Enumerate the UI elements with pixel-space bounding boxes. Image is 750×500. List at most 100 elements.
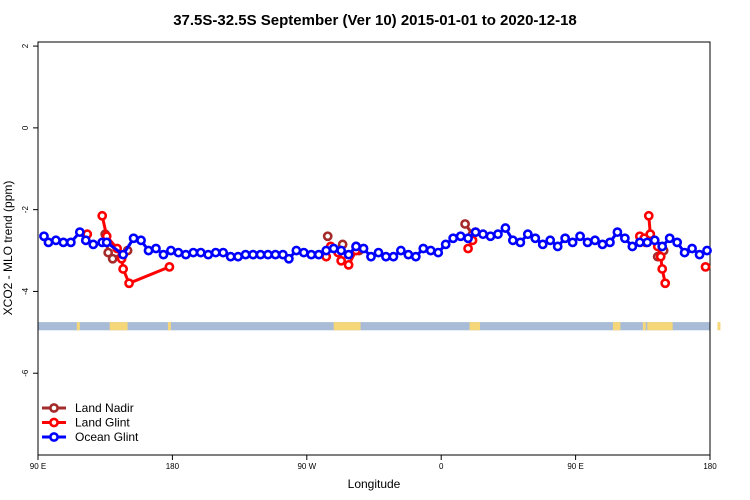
y-tick-label: -6 (21, 369, 30, 377)
data-point (373, 247, 384, 258)
data-point (418, 243, 429, 254)
data-point (124, 278, 134, 289)
legend-marker (49, 417, 59, 428)
data-point (463, 233, 473, 244)
data-point (545, 235, 556, 246)
data-point (88, 239, 99, 250)
data-point (298, 247, 309, 258)
data-point (642, 237, 653, 248)
data-point (403, 249, 414, 260)
x-tick-label: 180 (703, 462, 717, 471)
data-point (597, 239, 608, 250)
map-land (76, 322, 80, 331)
legend-label: Land Glint (75, 416, 130, 430)
data-point (672, 237, 683, 248)
data-point (694, 249, 705, 260)
data-point (343, 249, 354, 260)
data-point (657, 264, 668, 274)
data-point (493, 229, 503, 240)
y-tick-label: -2 (21, 206, 30, 214)
data-point (51, 235, 61, 246)
data-point (225, 251, 236, 262)
data-point (485, 231, 496, 242)
map-land (469, 322, 481, 331)
data-point (143, 245, 154, 256)
data-point (522, 229, 533, 240)
data-point (151, 243, 161, 254)
data-point (166, 245, 176, 256)
data-point (478, 229, 488, 240)
data-point (552, 241, 563, 252)
data-point (575, 231, 585, 242)
data-point (679, 247, 690, 258)
data-point (103, 247, 114, 258)
map-land (717, 322, 721, 331)
data-point (358, 243, 369, 254)
data-point (515, 237, 526, 248)
data-point (537, 239, 548, 250)
data-point (65, 237, 76, 248)
data-point (58, 237, 69, 248)
data-point (39, 231, 49, 242)
data-point (164, 262, 175, 272)
series-ocean-glint (39, 223, 712, 264)
data-point (80, 235, 91, 246)
y-axis: 2 0 -2 -4 -6 (21, 43, 38, 377)
data-point (210, 247, 221, 258)
data-point (203, 249, 214, 260)
data-point (619, 233, 630, 244)
data-point (634, 237, 645, 248)
legend-marker (49, 403, 59, 413)
legend-label: Land Nadir (75, 401, 134, 415)
data-point (567, 237, 578, 248)
data-point (97, 210, 108, 221)
y-tick-label: 2 (21, 43, 30, 48)
data-point (218, 247, 229, 258)
x-tick-label: 90 E (30, 462, 46, 471)
data-point (440, 239, 451, 250)
data-point (136, 235, 146, 246)
data-point (263, 249, 273, 260)
data-point (107, 253, 118, 264)
data-point (700, 262, 711, 272)
x-tick-label: 0 (439, 462, 444, 471)
data-point (321, 245, 332, 256)
data-point (255, 249, 266, 260)
map-land (167, 322, 171, 331)
y-axis-label: XCO2 - MLO trend (ppm) (1, 181, 15, 316)
data-point (336, 255, 347, 266)
data-point (660, 278, 671, 289)
y-tick-label: 0 (21, 125, 30, 130)
legend-marker (49, 432, 59, 442)
data-point (233, 251, 244, 262)
data-point (306, 249, 317, 260)
x-tick-label: 180 (166, 462, 180, 471)
data-point (381, 251, 391, 262)
data-point (101, 237, 112, 248)
data-point (590, 235, 600, 246)
data-point (43, 237, 54, 248)
map-land (109, 322, 128, 331)
x-axis: 90 E 180 90 W 0 90 E 180 (30, 455, 717, 471)
map-land (612, 322, 621, 331)
map-strip (38, 322, 721, 331)
data-point (470, 227, 481, 238)
data-point (425, 245, 436, 256)
data-point (74, 227, 85, 238)
data-point (195, 247, 206, 258)
x-tick-label: 90 W (297, 462, 316, 471)
data-point (433, 247, 444, 258)
data-point (460, 219, 470, 229)
data-point (270, 249, 281, 260)
plot-frame (37, 41, 711, 456)
data-point (328, 243, 339, 254)
data-point (283, 253, 294, 264)
series-layer (39, 210, 712, 289)
data-point (128, 233, 139, 244)
data-point (291, 245, 302, 256)
data-point (627, 241, 638, 252)
data-point (410, 251, 421, 262)
chart-title: 37.5S-32.5S September (Ver 10) 2015-01-0… (173, 12, 577, 29)
data-point (173, 247, 184, 258)
